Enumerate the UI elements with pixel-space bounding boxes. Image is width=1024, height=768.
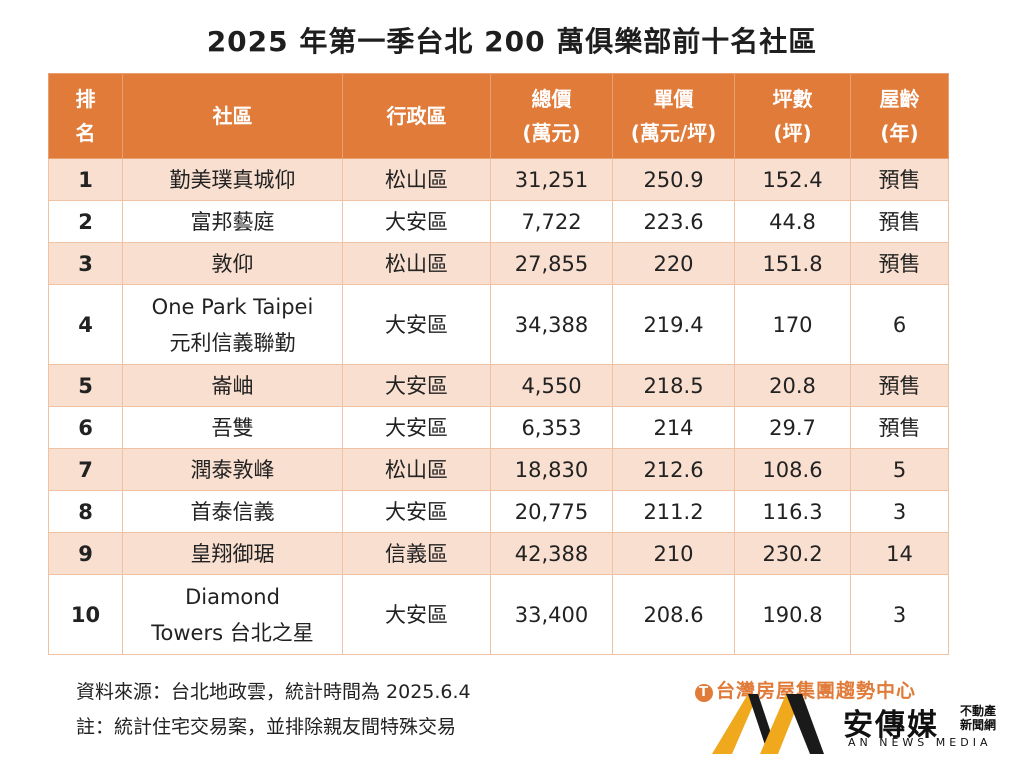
unit-price-cell: 219.4 xyxy=(612,284,735,365)
rank-cell: 9 xyxy=(48,532,123,575)
age-cell: 5 xyxy=(850,448,949,491)
rank-cell: 10 xyxy=(48,574,123,655)
rank-cell: 4 xyxy=(48,284,123,365)
total-price-cell: 20,775 xyxy=(490,490,613,533)
district-cell: 大安區 xyxy=(342,200,491,243)
district-cell: 大安區 xyxy=(342,284,491,365)
table-row: 10 Diamond Towers 台北之星 大安區 33,400 208.6 1… xyxy=(48,574,949,655)
rank-cell: 2 xyxy=(48,200,123,243)
table-header-row: 排名 社區 行政區 總價 (萬元) 單價 (萬元/坪) 坪數 (坪) 屋齡 (年) xyxy=(48,73,949,159)
total-price-cell: 4,550 xyxy=(490,364,613,407)
rank-cell: 5 xyxy=(48,364,123,407)
rank-cell: 3 xyxy=(48,242,123,285)
total-price-cell: 7,722 xyxy=(490,200,613,243)
community-cell: 敦仰 xyxy=(122,242,343,285)
community-cell: 吾雙 xyxy=(122,406,343,449)
area-cell: 230.2 xyxy=(734,532,851,575)
community-cell: 勤美璞真城仰 xyxy=(122,158,343,201)
district-cell: 大安區 xyxy=(342,364,491,407)
area-cell: 170 xyxy=(734,284,851,365)
total-price-cell: 27,855 xyxy=(490,242,613,285)
total-price-cell: 34,388 xyxy=(490,284,613,365)
district-cell: 信義區 xyxy=(342,532,491,575)
community-cell: One Park Taipei 元利信義聯勤 xyxy=(122,284,343,365)
community-cell: 潤泰敦峰 xyxy=(122,448,343,491)
unit-price-cell: 210 xyxy=(612,532,735,575)
total-price-cell: 18,830 xyxy=(490,448,613,491)
age-cell: 3 xyxy=(850,574,949,655)
unit-price-cell: 211.2 xyxy=(612,490,735,533)
age-cell: 預售 xyxy=(850,242,949,285)
district-cell: 大安區 xyxy=(342,574,491,655)
total-price-cell: 42,388 xyxy=(490,532,613,575)
rank-cell: 8 xyxy=(48,490,123,533)
community-cell: 崙岫 xyxy=(122,364,343,407)
total-price-cell: 33,400 xyxy=(490,574,613,655)
brand-t-icon: T xyxy=(695,684,713,702)
table-row: 7 潤泰敦峰 松山區 18,830 212.6 108.6 5 xyxy=(48,448,949,491)
table-row: 9 皇翔御琚 信義區 42,388 210 230.2 14 xyxy=(48,532,949,575)
page-title: 2025 年第一季台北 200 萬俱樂部前十名社區 xyxy=(206,25,818,58)
header-age: 屋齡 (年) xyxy=(850,73,949,159)
brand-name: 安傳媒 xyxy=(843,708,939,743)
remark-note: 註：統計住宅交易案，並排除親友間特殊交易 xyxy=(76,716,457,738)
age-cell: 14 xyxy=(850,532,949,575)
unit-price-cell: 250.9 xyxy=(612,158,735,201)
age-cell: 預售 xyxy=(850,364,949,407)
community-cell: 首泰信義 xyxy=(122,490,343,533)
table-row: 4 One Park Taipei 元利信義聯勤 大安區 34,388 219.4… xyxy=(48,284,949,365)
community-cell: 富邦藝庭 xyxy=(122,200,343,243)
community-cell: 皇翔御琚 xyxy=(122,532,343,575)
area-cell: 152.4 xyxy=(734,158,851,201)
district-cell: 松山區 xyxy=(342,158,491,201)
table-row: 5 崙岫 大安區 4,550 218.5 20.8 預售 xyxy=(48,364,949,407)
table-row: 8 首泰信義 大安區 20,775 211.2 116.3 3 xyxy=(48,490,949,533)
header-district: 行政區 xyxy=(342,73,491,159)
unit-price-cell: 218.5 xyxy=(612,364,735,407)
area-cell: 20.8 xyxy=(734,364,851,407)
header-community: 社區 xyxy=(122,73,343,159)
source-note: 資料來源：台北地政雲，統計時間為 2025.6.4 xyxy=(76,681,471,703)
total-price-cell: 6,353 xyxy=(490,406,613,449)
table-row: 1 勤美璞真城仰 松山區 31,251 250.9 152.4 預售 xyxy=(48,158,949,201)
district-cell: 大安區 xyxy=(342,406,491,449)
district-cell: 松山區 xyxy=(342,448,491,491)
brand-sub: 不動產 新聞網 xyxy=(960,704,997,732)
area-cell: 44.8 xyxy=(734,200,851,243)
community-cell: Diamond Towers 台北之星 xyxy=(122,574,343,655)
unit-price-cell: 212.6 xyxy=(612,448,735,491)
ranking-table: 排名 社區 行政區 總價 (萬元) 單價 (萬元/坪) 坪數 (坪) 屋齡 (年) 1 … xyxy=(48,73,949,655)
unit-price-cell: 223.6 xyxy=(612,200,735,243)
rank-cell: 1 xyxy=(48,158,123,201)
header-total-price: 總價 (萬元) xyxy=(490,73,613,159)
district-cell: 大安區 xyxy=(342,490,491,533)
age-cell: 3 xyxy=(850,490,949,533)
unit-price-cell: 208.6 xyxy=(612,574,735,655)
header-rank: 排名 xyxy=(48,73,123,159)
age-cell: 預售 xyxy=(850,158,949,201)
total-price-cell: 31,251 xyxy=(490,158,613,201)
brand-english: AN NEWS MEDIA xyxy=(848,736,992,749)
header-unit-price: 單價 (萬元/坪) xyxy=(612,73,735,159)
area-cell: 151.8 xyxy=(734,242,851,285)
area-cell: 116.3 xyxy=(734,490,851,533)
header-area: 坪數 (坪) xyxy=(734,73,851,159)
district-cell: 松山區 xyxy=(342,242,491,285)
table-row: 2 富邦藝庭 大安區 7,722 223.6 44.8 預售 xyxy=(48,200,949,243)
table-row: 3 敦仰 松山區 27,855 220 151.8 預售 xyxy=(48,242,949,285)
rank-cell: 7 xyxy=(48,448,123,491)
age-cell: 預售 xyxy=(850,200,949,243)
table-row: 6 吾雙 大安區 6,353 214 29.7 預售 xyxy=(48,406,949,449)
area-cell: 29.7 xyxy=(734,406,851,449)
unit-price-cell: 214 xyxy=(612,406,735,449)
area-cell: 190.8 xyxy=(734,574,851,655)
an-logo-icon xyxy=(712,694,824,754)
age-cell: 預售 xyxy=(850,406,949,449)
age-cell: 6 xyxy=(850,284,949,365)
brand-org: T 台灣房屋集團趨勢中心 xyxy=(695,676,916,703)
area-cell: 108.6 xyxy=(734,448,851,491)
unit-price-cell: 220 xyxy=(612,242,735,285)
rank-cell: 6 xyxy=(48,406,123,449)
